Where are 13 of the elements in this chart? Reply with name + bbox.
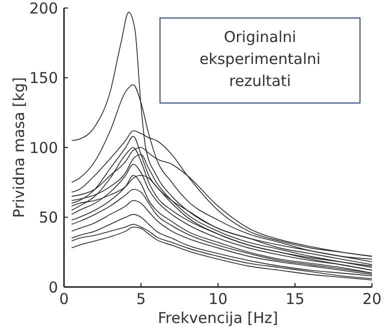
y-tick-label: 50 — [38, 208, 58, 226]
annotation: Originalni eksperimentalni rezultati — [199, 28, 321, 90]
x-tick-label: 5 — [136, 290, 146, 308]
x-tick-label: 10 — [208, 290, 228, 308]
y-tick-label: 200 — [29, 0, 58, 18]
x-tick-label: 0 — [59, 290, 69, 308]
x-tick-label: 15 — [285, 290, 305, 308]
y-tick-label: 100 — [29, 138, 58, 157]
y-tick-label: 150 — [29, 69, 58, 87]
x-axis-title: Frekvencija [Hz] — [158, 309, 278, 327]
y-axis-title: Prividna masa [kg] — [10, 77, 28, 218]
y-tick-label: 0 — [48, 278, 58, 296]
x-tick-label: 20 — [362, 290, 382, 308]
